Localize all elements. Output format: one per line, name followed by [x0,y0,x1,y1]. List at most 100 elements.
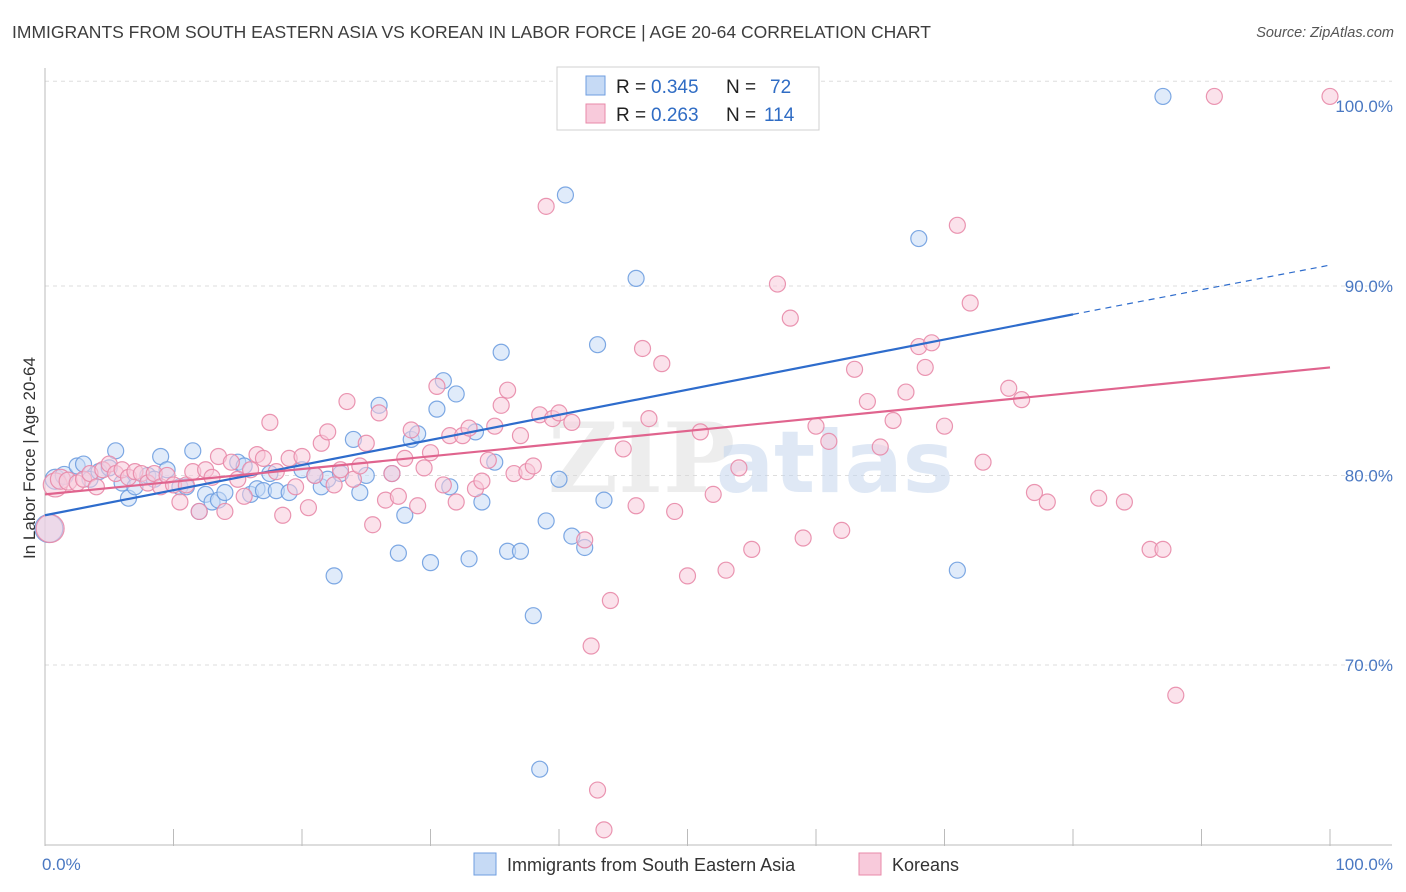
data-point [556,186,575,204]
legend-swatch-pink [858,852,882,876]
data-point [299,499,318,517]
data-point [595,821,613,839]
data-point [948,561,966,579]
data-point [402,421,420,439]
data-point [730,459,748,477]
data-point [1205,87,1223,106]
data-point [717,561,735,579]
data-point [691,423,709,441]
legend-swatch-blue [473,852,497,876]
y-tick-label: 70.0% [1345,656,1393,675]
data-point [884,411,902,430]
data-point [1115,493,1134,511]
data-point [492,343,510,361]
stats-r-value-1: 0.345 [651,77,699,98]
data-point [447,385,465,403]
stats-swatch-blue [585,75,606,96]
data-point [383,464,401,483]
stats-r-value-2: 0.263 [651,105,699,126]
data-point [781,309,799,327]
y-tick-label: 100.0% [1335,97,1393,116]
data-point [820,432,838,450]
axes [44,68,1392,846]
y-tick-label: 80.0% [1345,466,1393,485]
data-point [550,470,568,488]
trend-lines [44,264,1331,517]
data-point [511,427,530,445]
data-point [1321,87,1339,106]
data-point [499,381,517,399]
data-point [479,451,497,469]
data-point [588,336,607,354]
data-point [531,760,549,778]
data-point [704,485,722,504]
stats-r-label-1: R = [616,77,646,98]
data-point [794,529,812,547]
data-point [768,275,787,293]
data-point [357,434,375,452]
data-point [396,506,414,524]
data-point [537,197,555,215]
data-point [351,457,369,475]
data-point [254,449,273,467]
data-point [916,358,934,377]
data-point [524,457,542,475]
y-tick-label: 90.0% [1345,277,1393,296]
data-point [910,229,928,248]
x-tick-label: 0.0% [42,855,81,874]
chart-source: Source: ZipAtlas.com [1256,25,1394,41]
stats-box: R = 0.345 N = 72 R = 0.263 N = 114 [556,66,820,131]
data-point [460,550,478,568]
data-point [216,483,234,502]
data-point [87,478,106,496]
data-point [666,502,684,521]
stats-n-label-1: N = [726,77,756,98]
data-point [595,491,613,509]
data-point [582,637,600,655]
data-point [473,472,491,490]
trend-line-koreans [44,366,1331,496]
data-point [319,423,337,441]
legend: Immigrants from South Eastern Asia Korea… [473,852,959,876]
data-point [614,440,632,458]
x-tick-labels: 0.0% 100.0% [42,855,1393,874]
stats-n-value-1: 72 [770,77,791,98]
data-point [261,413,279,431]
data-point [524,607,542,625]
chart-title: IMMIGRANTS FROM SOUTH EASTERN ASIA VS KO… [12,22,931,42]
gridlines [45,80,1392,666]
stats-n-label-2: N = [726,105,756,126]
legend-label-pink: Koreans [892,855,959,875]
data-point [216,502,234,521]
data-point [428,377,446,395]
y-tick-labels: 70.0% 80.0% 90.0% 100.0% [1335,97,1393,675]
data-point [389,487,407,505]
data-point [235,487,253,505]
data-point [421,554,440,572]
data-point [389,544,407,562]
trend-line-immigrants [44,313,1074,517]
data-point [338,392,356,411]
data-point [678,567,697,585]
data-point [601,591,620,610]
data-point [35,513,65,544]
data-point [537,512,555,530]
data-point [640,409,658,428]
data-point [743,540,761,558]
data-point [325,567,343,585]
data-point [274,506,292,524]
data-points [34,87,1339,839]
data-point [447,493,465,511]
data-point [897,383,915,401]
data-point [974,453,992,471]
data-point [871,438,889,456]
legend-label-blue: Immigrants from South Eastern Asia [507,855,796,875]
data-point [627,497,645,515]
data-point [415,459,433,477]
data-point [1038,493,1056,511]
y-axis-title: In Labor Force | Age 20-64 [20,357,39,559]
data-point [1025,483,1044,502]
data-point [511,542,530,560]
data-point [935,417,954,435]
